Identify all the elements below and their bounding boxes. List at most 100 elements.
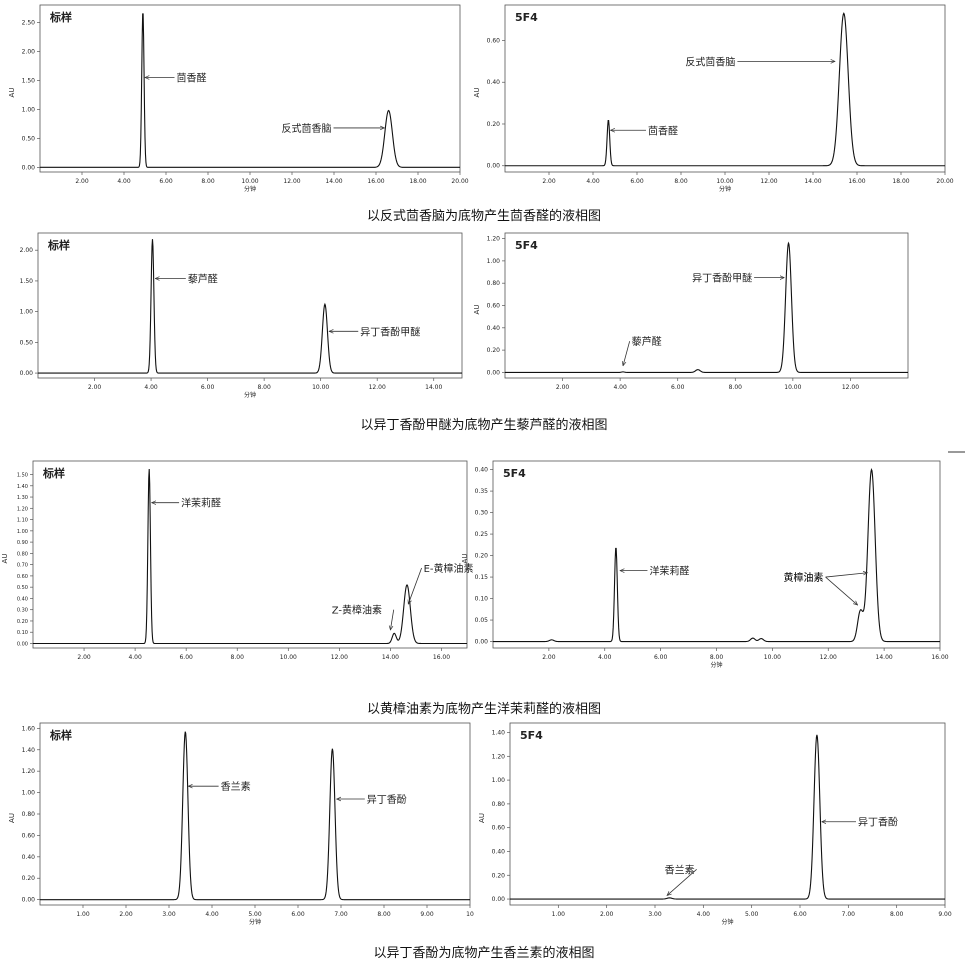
x-tick-label: 4.00: [598, 654, 612, 661]
x-tick-label: 14.00: [382, 654, 399, 661]
x-tick-label: 2.00: [600, 911, 614, 918]
y-tick-label: 0.70: [17, 563, 28, 569]
x-tick-label: 10: [466, 911, 474, 918]
y-tick-label: 0.40: [22, 854, 36, 861]
x-tick-label: 12.00: [760, 178, 777, 185]
x-tick-label: 6.00: [179, 654, 193, 661]
y-tick-label: 0.10: [17, 630, 28, 636]
peak-label: 香兰素: [221, 780, 251, 793]
y-tick-label: 1.40: [492, 730, 506, 737]
peak-label: 藜芦醛: [188, 272, 218, 285]
x-tick-label: 9.00: [938, 911, 952, 918]
sample-tag: 5F4: [515, 11, 538, 24]
x-axis-label: 分钟: [249, 918, 261, 926]
chromatogram-trace: [505, 243, 908, 372]
y-tick-label: 0.60: [487, 303, 501, 310]
x-tick-label: 18.00: [892, 178, 909, 185]
peak-label: Z-黄樟油素: [332, 604, 382, 617]
chart-r2-p2: 0.000.200.400.600.801.001.202.004.006.00…: [473, 233, 908, 391]
x-tick-label: 14.00: [804, 178, 821, 185]
x-tick-label: 3.00: [648, 911, 662, 918]
y-tick-label: 1.00: [22, 106, 36, 113]
x-tick-label: 2.00: [542, 178, 556, 185]
x-tick-label: 2.00: [119, 911, 133, 918]
y-tick-label: 0.00: [22, 164, 36, 171]
y-tick-label: 0.10: [475, 596, 489, 603]
peak-label: 洋茉莉醛: [181, 497, 221, 510]
y-axis-label: AU: [473, 305, 481, 315]
y-axis-label: AU: [473, 88, 481, 98]
y-tick-label: 1.20: [22, 768, 36, 775]
x-tick-label: 8.00: [257, 384, 271, 391]
x-tick-label: 10.00: [280, 654, 297, 661]
x-tick-label: 10.00: [241, 178, 258, 185]
sample-tag: 标样: [49, 10, 72, 24]
x-tick-label: 10.00: [784, 384, 801, 391]
y-tick-label: 0.40: [475, 467, 489, 474]
x-tick-label: 12.00: [331, 654, 348, 661]
peak-label: 反式茴香脑: [282, 122, 332, 135]
x-tick-label: 4.00: [205, 911, 219, 918]
x-tick-label: 4.00: [117, 178, 131, 185]
y-tick-label: 0.60: [487, 37, 501, 44]
y-tick-label: 0.00: [17, 641, 28, 647]
x-tick-label: 16.00: [433, 654, 450, 661]
x-tick-label: 3.00: [162, 911, 176, 918]
chart-r1-p1: 0.000.501.001.502.002.502.004.006.008.00…: [8, 5, 469, 193]
y-tick-label: 0.60: [22, 832, 36, 839]
y-tick-label: 0.60: [492, 825, 506, 832]
peak-label: 异丁香酚甲醚: [692, 272, 752, 285]
x-tick-label: 7.00: [842, 911, 856, 918]
caption-row-2: 以异丁香酚甲醚为底物产生藜芦醛的液相图: [0, 414, 968, 433]
y-tick-label: 1.30: [17, 495, 28, 501]
x-tick-label: 7.00: [334, 911, 348, 918]
chart-r2-p1: 0.000.501.001.502.002.004.006.008.0010.0…: [20, 233, 462, 399]
x-tick-label: 16.00: [367, 178, 384, 185]
y-tick-label: 0.50: [22, 135, 36, 142]
x-tick-label: 18.00: [409, 178, 426, 185]
y-tick-label: 0.80: [492, 801, 506, 808]
x-tick-label: 12.00: [820, 654, 837, 661]
plot-frame: [40, 5, 460, 172]
y-tick-label: 1.10: [17, 518, 28, 524]
y-tick-label: 1.20: [492, 753, 506, 760]
sample-tag: 标样: [49, 728, 72, 742]
y-tick-label: 0.50: [20, 339, 34, 346]
y-tick-label: 0.00: [22, 897, 36, 904]
x-tick-label: 8.00: [231, 654, 245, 661]
chromatogram-trace: [40, 732, 470, 900]
peak-label: 香兰素: [665, 863, 695, 876]
x-tick-label: 1.00: [552, 911, 566, 918]
plot-frame: [40, 723, 470, 905]
x-tick-label: 12.00: [369, 384, 386, 391]
x-tick-label: 12.00: [842, 384, 859, 391]
x-tick-label: 8.00: [710, 654, 724, 661]
y-tick-label: 2.00: [20, 247, 34, 254]
x-tick-label: 16.00: [931, 654, 948, 661]
y-tick-label: 0.40: [492, 848, 506, 855]
x-tick-label: 2.00: [88, 384, 102, 391]
peak-label: 异丁香酚甲醚: [360, 325, 420, 338]
x-tick-label: 20.00: [936, 178, 953, 185]
x-tick-label: 8.00: [674, 178, 688, 185]
x-tick-label: 4.00: [697, 911, 711, 918]
peak-label: 茴香醛: [177, 71, 207, 84]
x-tick-label: 8.00: [201, 178, 215, 185]
y-tick-label: 0.30: [475, 510, 489, 517]
y-axis-label: AU: [461, 554, 469, 564]
y-tick-label: 0.80: [22, 811, 36, 818]
y-tick-label: 0.00: [487, 369, 501, 376]
y-tick-label: 1.00: [17, 529, 28, 535]
chromatogram-trace: [505, 13, 945, 165]
peak-arrow: [826, 573, 868, 577]
plot-frame: [510, 723, 945, 905]
y-tick-label: 0.40: [487, 325, 501, 332]
y-tick-label: 1.50: [22, 77, 36, 84]
sample-tag: 5F4: [515, 239, 538, 252]
x-tick-label: 6.00: [630, 178, 644, 185]
y-tick-label: 0.40: [17, 596, 28, 602]
y-tick-label: 1.00: [20, 309, 34, 316]
chart-r3-p2: 0.000.050.100.150.200.250.300.350.402.00…: [461, 461, 949, 669]
x-tick-label: 8.00: [729, 384, 743, 391]
x-tick-label: 6.00: [654, 654, 668, 661]
